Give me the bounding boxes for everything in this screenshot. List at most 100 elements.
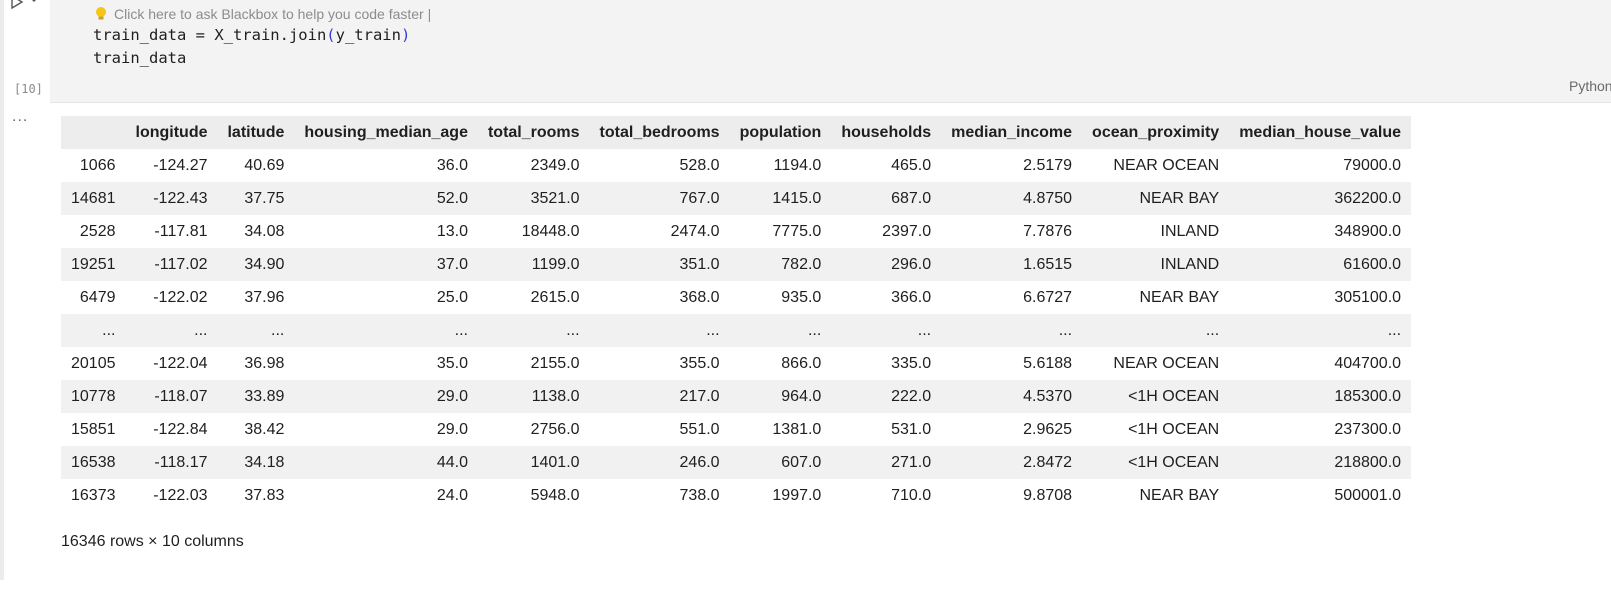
table-cell: NEAR OCEAN — [1113, 156, 1220, 174]
table-cell: 2.8472 — [1023, 453, 1073, 471]
table-cell: 2756.0 — [530, 420, 580, 438]
output-more-icon[interactable]: ... — [12, 108, 29, 125]
column-header: households — [831, 116, 942, 149]
table-cell: ... — [807, 321, 822, 339]
table-cell: 348900.0 — [1334, 222, 1402, 240]
table-cell: 33.89 — [244, 387, 285, 405]
table-row: 6479 -122.02 37.96 25.0 2615.0 368.0 935.0 366.… — [61, 281, 1412, 314]
table-cell: -118.07 — [154, 387, 208, 405]
table-cell: 79000.0 — [1343, 156, 1402, 174]
table-cell: ... — [1387, 321, 1402, 339]
language-indicator[interactable]: Python — [1569, 78, 1611, 94]
column-header: median_income — [941, 116, 1083, 149]
table-cell: 52.0 — [436, 189, 468, 207]
table-header-row: longitude latitude housing_median_age total… — [61, 116, 1412, 149]
table-cell: 1199.0 — [531, 255, 580, 273]
dataframe-table: longitude latitude housing_median_age total… — [61, 116, 1412, 512]
table-cell: 2.5179 — [1023, 156, 1073, 174]
code-editor[interactable]: train_data = X_train.join(y_train) train… — [93, 24, 410, 70]
hint-text: Click here to ask Blackbox to help you c… — [114, 6, 432, 22]
row-index: 10778 — [71, 387, 116, 405]
table-cell: 935.0 — [781, 288, 822, 306]
cell-gutter-bar — [0, 0, 4, 580]
column-header: latitude — [217, 116, 295, 149]
table-cell: ... — [271, 321, 285, 339]
table-cell: 37.75 — [244, 189, 285, 207]
column-header: population — [729, 116, 832, 149]
table-cell: -122.04 — [153, 354, 208, 372]
column-header: housing_median_age — [294, 116, 478, 149]
table-cell: 34.18 — [244, 453, 285, 471]
dataframe-shape: 16346 rows × 10 columns — [61, 533, 244, 550]
table-cell: 5.6188 — [1023, 354, 1073, 372]
table-cell: ... — [194, 321, 208, 339]
table-cell: -117.81 — [154, 222, 208, 240]
table-cell: 1997.0 — [772, 486, 822, 504]
table-cell: 296.0 — [891, 255, 932, 273]
table-row: 14681 -122.43 37.75 52.0 3521.0 767.0 1415.0 68… — [61, 182, 1412, 215]
table-cell: 2474.0 — [670, 222, 720, 240]
code-paren-open: ( — [326, 26, 336, 44]
row-index: 15851 — [71, 420, 116, 438]
column-header: ocean_proximity — [1082, 116, 1230, 149]
table-cell: 1381.0 — [772, 420, 822, 438]
table-row: 16538 -118.17 34.18 44.0 1401.0 246.0 607.0 271… — [61, 446, 1412, 479]
table-cell: 7.7876 — [1023, 222, 1073, 240]
table-cell: NEAR BAY — [1139, 288, 1220, 306]
code-cell[interactable]: Click here to ask Blackbox to help you c… — [50, 0, 1611, 103]
lightbulb-icon — [96, 7, 106, 20]
table-cell: 7775.0 — [772, 222, 822, 240]
row-index: 19251 — [71, 255, 116, 273]
table-cell: -118.17 — [154, 453, 208, 471]
column-header: total_bedrooms — [589, 116, 730, 149]
table-cell: 24.0 — [436, 486, 468, 504]
column-header: total_rooms — [477, 116, 590, 149]
code-paren-close: ) — [400, 26, 411, 44]
table-cell: 222.0 — [891, 387, 932, 405]
row-index: 20105 — [71, 354, 116, 372]
table-cell: 368.0 — [679, 288, 720, 306]
table-cell: 271.0 — [891, 453, 932, 471]
table-cell: 9.8708 — [1023, 486, 1073, 504]
table-cell: ... — [1205, 321, 1220, 339]
table-cell: 44.0 — [436, 453, 468, 471]
table-row: ................................. — [61, 314, 1412, 347]
table-cell: 1401.0 — [530, 453, 580, 471]
table-row: 10778 -118.07 33.89 29.0 1138.0 217.0 964.0 222… — [61, 380, 1412, 413]
table-cell: 531.0 — [891, 420, 932, 438]
row-index: 14681 — [71, 189, 116, 207]
table-cell: NEAR BAY — [1139, 486, 1220, 504]
table-cell: 366.0 — [891, 288, 932, 306]
row-index: ... — [102, 321, 116, 339]
table-cell: 964.0 — [781, 387, 822, 405]
run-cell-icon[interactable] — [10, 0, 40, 10]
table-row: 20105 -122.04 36.98 35.0 2155.0 355.0 866.0 335… — [61, 347, 1412, 380]
table-cell: 465.0 — [891, 156, 932, 174]
table-cell: 4.5370 — [1023, 387, 1073, 405]
table-cell: 237300.0 — [1334, 420, 1402, 438]
table-cell: NEAR OCEAN — [1113, 354, 1220, 372]
table-row: 2528 -117.81 34.08 13.0 18448.0 2474.0 7775.0 2… — [61, 215, 1412, 248]
column-header: median_house_value — [1229, 116, 1412, 149]
execution-count: [10] — [14, 82, 43, 96]
table-cell: 782.0 — [781, 255, 822, 273]
table-cell: <1H OCEAN — [1128, 420, 1220, 438]
row-index: 16538 — [71, 453, 116, 471]
table-cell: 404700.0 — [1334, 354, 1402, 372]
table-cell: 687.0 — [891, 189, 932, 207]
blackbox-hint[interactable]: Click here to ask Blackbox to help you c… — [94, 6, 431, 22]
table-cell: 25.0 — [436, 288, 468, 306]
table-cell: 218800.0 — [1334, 453, 1402, 471]
table-cell: 866.0 — [781, 354, 822, 372]
table-cell: 1.6515 — [1023, 255, 1073, 273]
table-cell: ... — [706, 321, 720, 339]
table-cell: 2.9625 — [1023, 420, 1073, 438]
table-cell: 767.0 — [679, 189, 720, 207]
table-cell: 607.0 — [781, 453, 822, 471]
table-cell: 37.83 — [244, 486, 285, 504]
table-cell: 246.0 — [679, 453, 720, 471]
table-cell: 1194.0 — [773, 156, 822, 174]
table-cell: 362200.0 — [1334, 189, 1402, 207]
table-cell: 5948.0 — [530, 486, 580, 504]
table-cell: 351.0 — [679, 255, 720, 273]
